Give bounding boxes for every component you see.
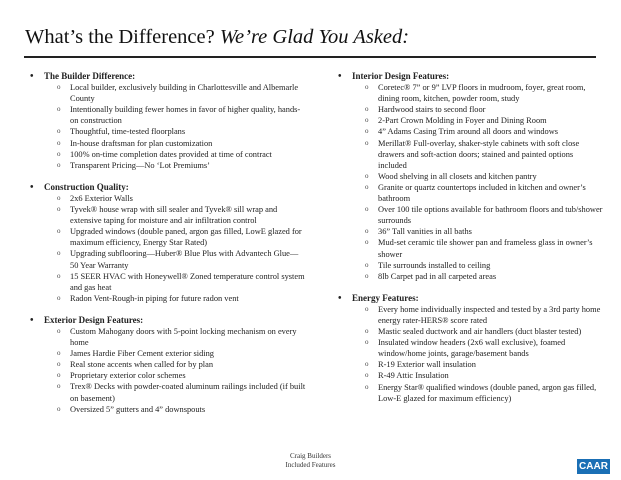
feature-list: Coretec® 7” or 9” LVP floors in mudroom,… — [338, 82, 604, 282]
footer-company: Craig Builders — [289, 452, 332, 460]
feature-list: Local builder, exclusively building in C… — [30, 82, 306, 171]
list-item: Mud-set ceramic tile shower pan and fram… — [365, 237, 604, 259]
footer-subtitle: Included Features — [285, 461, 336, 469]
list-item: Insulated window headers (2x6 wall exclu… — [365, 337, 604, 359]
list-item: Radon Vent-Rough-in piping for future ra… — [57, 293, 306, 304]
list-item: Local builder, exclusively building in C… — [57, 82, 306, 104]
list-item: Every home individually inspected and te… — [365, 304, 604, 326]
list-item: Wood shelving in all closets and kitchen… — [365, 171, 604, 182]
list-item: R-49 Attic Insulation — [365, 370, 604, 381]
right-column: Interior Design Features:Coretec® 7” or … — [338, 71, 608, 415]
list-item: Hardwood stairs to second floor — [365, 104, 604, 115]
list-item: 4” Adams Casing Trim around all doors an… — [365, 126, 604, 137]
title-rule — [24, 56, 596, 58]
list-item: Real stone accents when called for by pl… — [57, 359, 306, 370]
list-item: Custom Mahogany doors with 5-point locki… — [57, 326, 306, 348]
section-heading: Energy Features: — [338, 293, 608, 304]
footer: Craig Builders Included Features — [0, 452, 621, 470]
list-item: Merillat® Full-overlay, shaker-style cab… — [365, 138, 604, 171]
list-item: Upgraded windows (double paned, argon ga… — [57, 226, 306, 248]
list-item: 15 SEER HVAC with Honeywell® Zoned tempe… — [57, 271, 306, 293]
list-item: Energy Star® qualified windows (double p… — [365, 382, 604, 404]
list-item: Over 100 tile options available for bath… — [365, 204, 604, 226]
feature-list: Every home individually inspected and te… — [338, 304, 604, 404]
list-item: Proprietary exterior color schemes — [57, 370, 306, 381]
list-item: James Hardie Fiber Cement exterior sidin… — [57, 348, 306, 359]
page-title: What’s the Difference? We’re Glad You As… — [25, 26, 409, 49]
section: Interior Design Features:Coretec® 7” or … — [338, 71, 608, 282]
list-item: Upgrading subflooring—Huber® Blue Plus w… — [57, 248, 306, 270]
list-item: Mastic sealed ductwork and air handlers … — [365, 326, 604, 337]
list-item: 2x6 Exterior Walls — [57, 193, 306, 204]
list-item: 2-Part Crown Molding in Foyer and Dining… — [365, 115, 604, 126]
list-item: 100% on-time completion dates provided a… — [57, 149, 306, 160]
list-item: Transparent Pricing—No ‘Lot Premiums’ — [57, 160, 306, 171]
list-item: Trex® Decks with powder-coated aluminum … — [57, 381, 306, 403]
list-item: Coretec® 7” or 9” LVP floors in mudroom,… — [365, 82, 604, 104]
left-column: The Builder Difference:Local builder, ex… — [30, 71, 320, 426]
list-item: 36” Tall vanities in all baths — [365, 226, 604, 237]
list-item: R-19 Exterior wall insulation — [365, 359, 604, 370]
list-item: Oversized 5” gutters and 4” downspouts — [57, 404, 306, 415]
section: The Builder Difference:Local builder, ex… — [30, 71, 320, 171]
title-main: What’s the Difference? — [25, 26, 220, 48]
feature-list: Custom Mahogany doors with 5-point locki… — [30, 326, 306, 415]
feature-list: 2x6 Exterior WallsTyvek® house wrap with… — [30, 193, 306, 304]
list-item: Intentionally building fewer homes in fa… — [57, 104, 306, 126]
section-heading: Exterior Design Features: — [30, 315, 320, 326]
list-item: Granite or quartz countertops included i… — [365, 182, 604, 204]
list-item: 8lb Carpet pad in all carpeted areas — [365, 271, 604, 282]
section: Construction Quality:2x6 Exterior WallsT… — [30, 182, 320, 304]
section-heading: Construction Quality: — [30, 182, 320, 193]
section-heading: Interior Design Features: — [338, 71, 608, 82]
caar-logo: CAAR — [577, 459, 610, 474]
list-item: In-house draftsman for plan customizatio… — [57, 138, 306, 149]
section: Exterior Design Features:Custom Mahogany… — [30, 315, 320, 415]
list-item: Tile surrounds installed to ceiling — [365, 260, 604, 271]
list-item: Thoughtful, time-tested floorplans — [57, 126, 306, 137]
section: Energy Features:Every home individually … — [338, 293, 608, 404]
title-italic: We’re Glad You Asked: — [219, 26, 410, 48]
section-heading: The Builder Difference: — [30, 71, 320, 82]
list-item: Tyvek® house wrap with sill sealer and T… — [57, 204, 306, 226]
